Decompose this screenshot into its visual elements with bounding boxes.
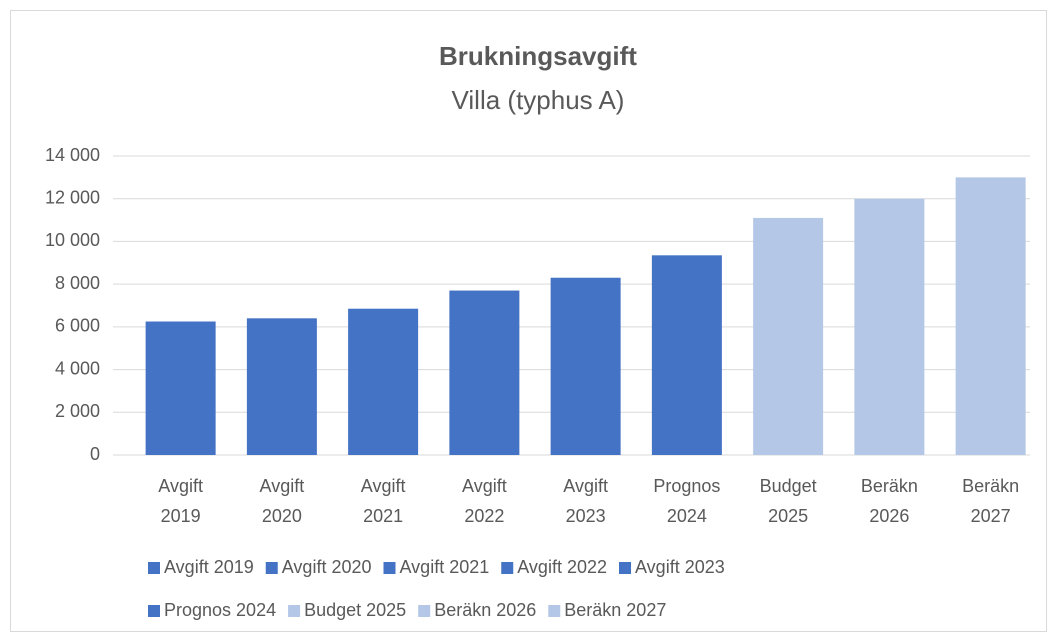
bar	[145, 321, 216, 455]
legend-label: Beräkn 2026	[434, 600, 536, 620]
x-tick-label: Beräkn 2027	[962, 476, 1019, 526]
legend-swatch	[148, 605, 160, 617]
x-tick-label: Avgift 2020	[260, 476, 305, 526]
y-tick-label: 4 000	[55, 358, 100, 378]
legend-swatch	[288, 605, 301, 617]
x-tick-label: Avgift 2023	[563, 476, 608, 526]
legend-swatch	[383, 562, 396, 574]
legend-label: Beräkn 2027	[564, 600, 666, 620]
legend-label: Avgift 2021	[400, 557, 490, 577]
legend-swatch	[501, 562, 514, 574]
legend-label: Prognos 2024	[164, 600, 276, 620]
legend-swatch	[619, 562, 631, 574]
y-tick-label: 14 000	[45, 145, 100, 165]
legend-swatch	[265, 562, 278, 574]
legend-swatch	[418, 605, 431, 617]
legend-swatch	[148, 562, 160, 574]
bar	[348, 308, 419, 455]
y-tick-label: 0	[90, 444, 100, 464]
y-tick-label: 6 000	[55, 316, 100, 336]
legend-label: Budget 2025	[304, 600, 406, 620]
bar	[955, 177, 1026, 455]
legend-label: Avgift 2022	[517, 557, 607, 577]
x-tick-label: Beräkn 2026	[861, 476, 918, 526]
chart-title: Brukningsavgift	[439, 41, 637, 71]
x-tick-label: Prognos 2024	[653, 476, 720, 526]
y-tick-label: 2 000	[55, 401, 100, 421]
x-tick-label: Avgift 2019	[158, 476, 203, 526]
bar	[246, 318, 317, 455]
x-tick-label: Avgift 2022	[462, 476, 507, 526]
x-tick-label: Budget 2025	[760, 476, 817, 526]
y-tick-label: 12 000	[45, 187, 100, 207]
chart-subtitle: Villa (typhus A)	[452, 85, 625, 115]
legend-swatch	[548, 605, 561, 617]
bar	[854, 198, 925, 455]
y-tick-label: 10 000	[45, 230, 100, 250]
bar	[651, 255, 722, 455]
y-tick-label: 8 000	[55, 273, 100, 293]
legend-label: Avgift 2019	[164, 557, 254, 577]
bar	[449, 290, 520, 455]
x-tick-label: Avgift 2021	[361, 476, 406, 526]
bar	[753, 217, 824, 455]
legend-label: Avgift 2020	[282, 557, 372, 577]
bar	[550, 277, 621, 455]
legend-label: Avgift 2023	[635, 557, 725, 577]
